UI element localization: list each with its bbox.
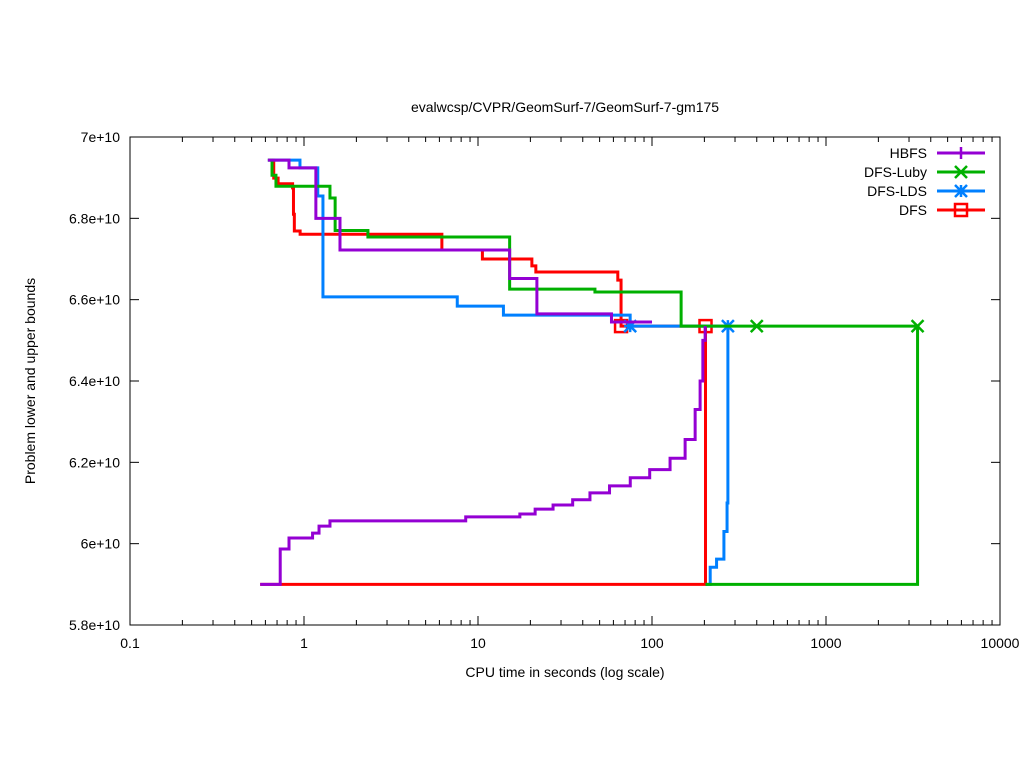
x-axis-label: CPU time in seconds (log scale) [465,664,664,680]
legend: HBFS DFS-Luby DFS-LDS DFS [864,145,985,218]
y-tick-label: 6.4e+10 [69,373,120,389]
legend-label: DFS-Luby [864,164,927,180]
lower-bound-line [260,326,707,586]
plot-border [129,136,1001,626]
x-tick-label: 1000 [810,635,841,651]
series-dfs-luby [267,158,925,586]
y-axis-label: Problem lower and upper bounds [22,278,38,484]
series-hbfs [260,158,707,586]
legend-square-marker [953,202,969,218]
x-tick-label: 0.1 [120,635,140,651]
lower-bound-line [705,326,920,586]
cross-marker [749,319,764,333]
cross-marker [910,319,925,333]
y-tick-label: 6.8e+10 [69,210,120,226]
legend-plus-marker [955,147,967,159]
y-tick-label: 6.6e+10 [69,292,120,308]
series-dfs [260,158,713,586]
x-tick-label: 10000 [981,635,1020,651]
lower-bound-line [260,326,708,586]
y-tick-label: 6e+10 [81,536,121,552]
y-tick-label: 6.2e+10 [69,454,120,470]
axes: 0.1 1 10 100 1000 10000 5.8e+10 6e+10 6.2e+10 6.4… [69,129,1020,651]
star-marker [623,319,638,333]
upper-bound-line [267,158,728,328]
legend-cross-marker [954,165,968,179]
chart-title: evalwcsp/CVPR/GeomSurf-7/GeomSurf-7-gm17… [411,99,719,115]
upper-bound-line [272,158,706,328]
upper-bound-line [267,158,652,324]
x-tick-label: 1 [300,635,308,651]
y-tick-label: 7e+10 [81,129,121,145]
series-layer [260,158,925,586]
x-tick-label: 100 [640,635,664,651]
legend-label: DFS-LDS [867,183,927,199]
legend-label: HBFS [890,145,927,161]
upper-bound-line [267,158,918,328]
x-tick-label: 10 [470,635,486,651]
lower-bound-line [705,326,730,586]
legend-label: DFS [899,202,927,218]
legend-star-marker [954,184,968,198]
y-tick-label: 5.8e+10 [69,617,120,633]
